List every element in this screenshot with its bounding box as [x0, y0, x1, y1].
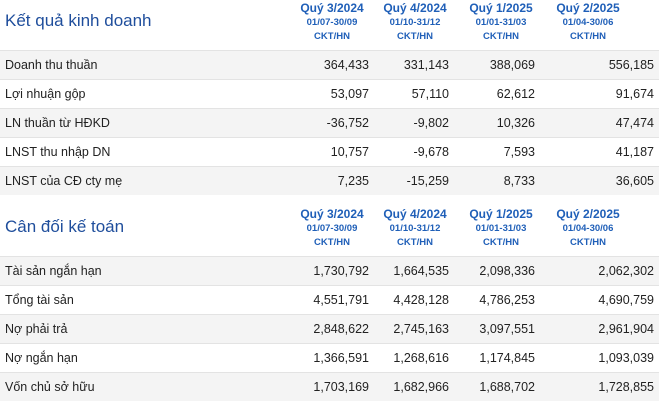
income-col-q1-2025[interactable]: Quý 1/2025 01/01-31/03 CKT/HN: [458, 1, 544, 44]
cell-value: 1,730,792: [313, 264, 369, 278]
column-dates: 01/01-31/03: [475, 223, 527, 234]
cell-value: 3,097,551: [479, 322, 535, 336]
cell-value: 36,605: [615, 174, 654, 188]
balance-col-q3-2024[interactable]: Quý 3/2024 01/07-30/09 CKT/HN: [289, 207, 375, 250]
column-quarter: Quý 3/2024: [300, 207, 364, 221]
balance-header: Cân đối kế toán Quý 3/2024 01/07-30/09 C…: [0, 206, 659, 256]
cell-value: -9,678: [413, 145, 449, 159]
cell-value: 1,682,966: [393, 380, 449, 394]
cell-value: 7,593: [503, 145, 535, 159]
income-header: Kết quả kinh doanh Quý 3/2024 01/07-30/0…: [0, 0, 659, 50]
cell-value: 4,428,128: [393, 293, 449, 307]
cell-value: 1,093,039: [598, 351, 654, 365]
cell-value: 10,757: [330, 145, 369, 159]
row-label: LNST thu nhập DN: [5, 145, 111, 159]
column-dates: 01/10-31/12: [389, 223, 441, 234]
cell-value: 57,110: [411, 87, 449, 101]
column-quarter: Quý 4/2024: [383, 1, 447, 15]
row-label: Nợ ngắn hạn: [5, 351, 78, 365]
column-unit: CKT/HN: [397, 237, 433, 248]
cell-value: 1,664,535: [393, 264, 449, 278]
cell-value: 1,366,591: [313, 351, 369, 365]
column-quarter: Quý 2/2025: [556, 207, 620, 221]
row-label: LN thuần từ HĐKD: [5, 116, 110, 130]
balance-col-q4-2024[interactable]: Quý 4/2024 01/10-31/12 CKT/HN: [372, 207, 458, 250]
cell-value: 1,268,616: [393, 351, 449, 365]
column-unit: CKT/HN: [483, 31, 519, 42]
cell-value: 2,961,904: [598, 322, 654, 336]
cell-value: 53,097: [330, 87, 369, 101]
cell-value: 1,688,702: [479, 380, 535, 394]
balance-title: Cân đối kế toán: [5, 217, 125, 236]
cell-value: 8,733: [503, 174, 535, 188]
column-dates: 01/01-31/03: [475, 17, 527, 28]
column-unit: CKT/HN: [570, 237, 606, 248]
table-row-current-liabilities: Nợ ngắn hạn 1,366,591 1,268,616 1,174,84…: [0, 343, 659, 372]
column-dates: 01/07-30/09: [306, 223, 358, 234]
row-label: Tổng tài sản: [5, 293, 74, 307]
cell-value: 1,174,845: [479, 351, 535, 365]
cell-value: -15,259: [406, 174, 449, 188]
table-row-liabilities: Nợ phải trả 2,848,622 2,745,163 3,097,55…: [0, 314, 659, 343]
cell-value: 10,326: [496, 116, 535, 130]
table-row-operating-profit: LN thuần từ HĐKD -36,752 -9,802 10,326 4…: [0, 108, 659, 137]
income-col-q4-2024[interactable]: Quý 4/2024 01/10-31/12 CKT/HN: [372, 1, 458, 44]
balance-section: Cân đối kế toán Quý 3/2024 01/07-30/09 C…: [0, 206, 659, 401]
cell-value: 1,703,169: [313, 380, 369, 394]
cell-value: 62,612: [496, 87, 535, 101]
income-col-q2-2025[interactable]: Quý 2/2025 01/04-30/06 CKT/HN: [545, 1, 631, 44]
cell-value: 2,098,336: [479, 264, 535, 278]
cell-value: 331,143: [403, 58, 449, 72]
column-dates: 01/04-30/06: [562, 17, 614, 28]
income-title: Kết quả kinh doanh: [5, 11, 152, 30]
table-row-total-assets: Tổng tài sản 4,551,791 4,428,128 4,786,2…: [0, 285, 659, 314]
cell-value: 1,728,855: [598, 380, 654, 394]
table-row-parent-net-income: LNST của CĐ cty mẹ 7,235 -15,259 8,733 3…: [0, 166, 659, 195]
cell-value: 364,433: [323, 58, 369, 72]
cell-value: 2,848,622: [313, 322, 369, 336]
cell-value: 41,187: [615, 145, 654, 159]
cell-value: 556,185: [608, 58, 654, 72]
cell-value: 4,786,253: [479, 293, 535, 307]
column-unit: CKT/HN: [314, 237, 350, 248]
row-label: Tài sản ngắn hạn: [5, 264, 102, 278]
column-quarter: Quý 2/2025: [556, 1, 620, 15]
column-quarter: Quý 1/2025: [469, 207, 533, 221]
column-unit: CKT/HN: [314, 31, 350, 42]
row-label: LNST của CĐ cty mẹ: [5, 174, 123, 188]
cell-value: 7,235: [337, 174, 369, 188]
cell-value: 2,062,302: [598, 264, 654, 278]
balance-col-q2-2025[interactable]: Quý 2/2025 01/04-30/06 CKT/HN: [545, 207, 631, 250]
row-label: Vốn chủ sở hữu: [5, 380, 95, 394]
cell-value: 4,690,759: [598, 293, 654, 307]
column-quarter: Quý 4/2024: [383, 207, 447, 221]
cell-value: 2,745,163: [393, 322, 449, 336]
column-dates: 01/04-30/06: [562, 223, 614, 234]
column-quarter: Quý 3/2024: [300, 1, 364, 15]
cell-value: -9,802: [413, 116, 449, 130]
column-quarter: Quý 1/2025: [469, 1, 533, 15]
cell-value: 47,474: [615, 116, 654, 130]
column-dates: 01/10-31/12: [389, 17, 441, 28]
cell-value: 4,551,791: [313, 293, 369, 307]
cell-value: 91,674: [615, 87, 654, 101]
row-label: Nợ phải trả: [5, 322, 68, 336]
income-col-q3-2024[interactable]: Quý 3/2024 01/07-30/09 CKT/HN: [289, 1, 375, 44]
cell-value: 388,069: [489, 58, 535, 72]
column-unit: CKT/HN: [397, 31, 433, 42]
column-unit: CKT/HN: [483, 237, 519, 248]
cell-value: -36,752: [326, 116, 369, 130]
income-section: Kết quả kinh doanh Quý 3/2024 01/07-30/0…: [0, 0, 659, 195]
column-dates: 01/07-30/09: [306, 17, 358, 28]
row-label: Doanh thu thuần: [5, 58, 98, 72]
table-row-gross-profit: Lợi nhuận gộp 53,097 57,110 62,612 91,67…: [0, 79, 659, 108]
balance-col-q1-2025[interactable]: Quý 1/2025 01/01-31/03 CKT/HN: [458, 207, 544, 250]
table-row-current-assets: Tài sản ngắn hạn 1,730,792 1,664,535 2,0…: [0, 256, 659, 285]
table-row-equity: Vốn chủ sở hữu 1,703,169 1,682,966 1,688…: [0, 372, 659, 401]
table-row-net-income: LNST thu nhập DN 10,757 -9,678 7,593 41,…: [0, 137, 659, 166]
column-unit: CKT/HN: [570, 31, 606, 42]
row-label: Lợi nhuận gộp: [5, 87, 86, 101]
table-row-revenue: Doanh thu thuần 364,433 331,143 388,069 …: [0, 50, 659, 79]
